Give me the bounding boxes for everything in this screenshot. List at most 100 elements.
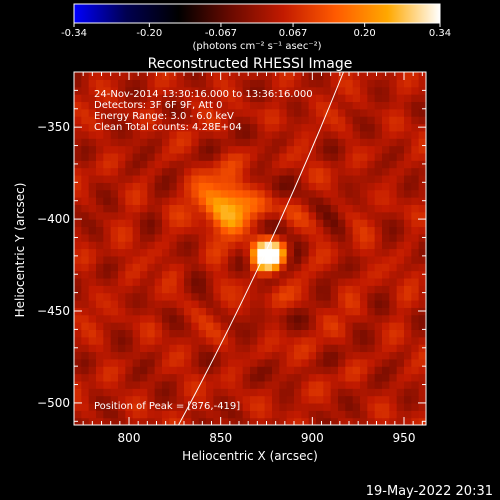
heatmap-cell <box>220 226 229 235</box>
heatmap-cell <box>103 219 112 228</box>
heatmap-cell <box>184 417 192 425</box>
heatmap-cell <box>103 366 112 375</box>
heatmap-cell <box>396 292 405 301</box>
heatmap-cell <box>389 182 398 191</box>
heatmap-cell <box>110 94 119 103</box>
heatmap-cell <box>132 417 141 425</box>
heatmap-cell <box>316 373 324 382</box>
heatmap-cell <box>147 417 156 425</box>
heatmap-cell <box>257 86 266 95</box>
heatmap-cell <box>132 226 141 235</box>
heatmap-cell <box>279 410 288 419</box>
heatmap-cell <box>374 160 383 169</box>
heatmap-cell <box>242 226 251 235</box>
heatmap-cell <box>257 116 266 125</box>
heatmap-cell <box>382 160 390 169</box>
heatmap-cell <box>198 380 207 389</box>
heatmap-cell <box>242 152 251 161</box>
heatmap-cell <box>132 174 141 183</box>
heatmap-cell <box>147 380 156 389</box>
heatmap-cell <box>294 277 302 286</box>
annotation-detectors: Detectors: 3F 6F 9F, Att 0 <box>94 100 222 111</box>
heatmap-cell <box>286 219 295 228</box>
heatmap-cell <box>360 219 368 228</box>
heatmap-cell <box>184 351 192 360</box>
heatmap-cell <box>176 86 185 95</box>
heatmap-cell <box>345 263 354 272</box>
heatmap-cell <box>88 204 97 213</box>
heatmap-cell <box>206 336 214 345</box>
heatmap-cell <box>345 211 354 220</box>
heatmap-cell <box>176 123 185 132</box>
heatmap-cell <box>191 233 200 242</box>
heatmap-cell <box>125 336 134 345</box>
heatmap-cell <box>301 130 310 139</box>
heatmap-cell <box>220 299 229 308</box>
heatmap-cell <box>81 285 90 294</box>
heatmap-cell <box>220 410 229 419</box>
heatmap-cell <box>235 263 244 272</box>
heatmap-cell <box>250 108 258 117</box>
heatmap-cell <box>125 123 134 132</box>
heatmap-cell <box>206 241 214 250</box>
heatmap-cell <box>213 108 222 117</box>
heatmap-cell <box>360 94 368 103</box>
heatmap-cell <box>154 189 163 198</box>
heatmap-cell <box>338 123 346 132</box>
heatmap-cell <box>345 160 354 169</box>
heatmap-cell <box>184 358 192 367</box>
heatmap-cell <box>389 380 398 389</box>
heatmap-cell <box>110 358 119 367</box>
heatmap-cell <box>294 314 302 323</box>
heatmap-cell <box>367 197 376 205</box>
heatmap-cell <box>96 322 104 330</box>
heatmap-cell <box>286 292 295 301</box>
heatmap-cell <box>301 307 310 316</box>
heatmap-cell <box>257 322 266 330</box>
heatmap-cell <box>198 108 207 117</box>
heatmap-cell <box>257 285 266 294</box>
heatmap-cell <box>404 130 412 139</box>
heatmap-cell <box>389 277 398 286</box>
heatmap-cell <box>220 358 229 367</box>
heatmap-cell <box>184 233 192 242</box>
heatmap-cell <box>264 366 273 375</box>
heatmap-cell <box>308 108 317 117</box>
heatmap-cell <box>228 138 236 147</box>
heatmap-cell <box>352 79 361 88</box>
heatmap-cell <box>352 322 361 330</box>
heatmap-cell <box>206 292 214 301</box>
heatmap-cell <box>272 366 280 375</box>
heatmap-cell <box>345 197 354 205</box>
heatmap-cell <box>330 241 339 250</box>
heatmap-cell <box>308 94 317 103</box>
heatmap-cell <box>242 358 251 367</box>
heatmap-cell <box>404 410 412 419</box>
heatmap-cell <box>110 211 119 220</box>
heatmap-cell <box>360 270 368 279</box>
heatmap-cell <box>154 285 163 294</box>
heatmap-cell <box>154 351 163 360</box>
heatmap-cell <box>206 248 214 257</box>
heatmap-cell <box>396 351 405 360</box>
heatmap-cell <box>81 204 90 213</box>
heatmap-cell <box>250 292 258 301</box>
heatmap-cell <box>279 417 288 425</box>
heatmap-cell <box>338 277 346 286</box>
heatmap-cell <box>228 336 236 345</box>
heatmap-cell <box>81 101 90 110</box>
heatmap-cell <box>162 248 170 257</box>
heatmap-cell <box>374 285 383 294</box>
heatmap-cell <box>308 373 317 382</box>
heatmap-cell <box>213 270 222 279</box>
heatmap-cell <box>301 358 310 367</box>
heatmap-cell <box>250 94 258 103</box>
heatmap-cell <box>294 388 302 397</box>
heatmap-cell <box>103 395 112 404</box>
heatmap-cell <box>235 197 244 205</box>
heatmap-cell <box>74 358 82 367</box>
heatmap-cell <box>352 145 361 154</box>
heatmap-cell <box>308 344 317 353</box>
heatmap-cell <box>389 219 398 228</box>
heatmap-cell <box>140 248 148 257</box>
